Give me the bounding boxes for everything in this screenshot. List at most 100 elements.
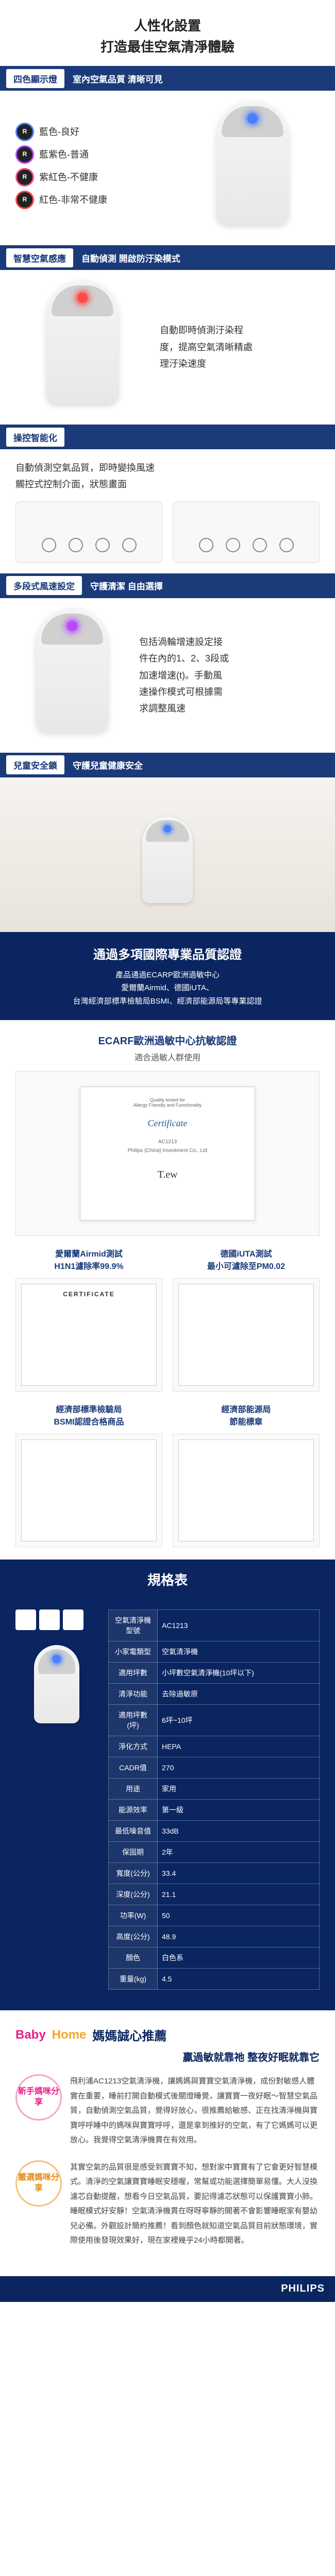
cert-image xyxy=(15,1434,162,1547)
cert-main-sub: 適合過敏人群使用 xyxy=(15,1050,320,1063)
section-bar-fan: 多段式風速設定 守護清潔 自由選擇 xyxy=(0,573,335,598)
section-label: 兒童安全鎖 xyxy=(6,755,64,774)
table-row: 清淨功能去除過敏原 xyxy=(109,1684,320,1705)
spec-val: 白色系 xyxy=(158,1947,320,1969)
list-item: R紅色-非常不健康 xyxy=(15,191,175,209)
spec-body: 空氣清淨機型號AC1213小家電類型空氣清淨機適用坪數小坪數空氣清淨機(10坪以… xyxy=(0,1599,335,2010)
spec-key: 空氣清淨機型號 xyxy=(109,1610,158,1641)
review-tag: 新手媽咪分享 xyxy=(15,2074,62,2121)
text-line: 加速增速(t)。手動風 xyxy=(139,667,320,684)
table-row: 功率(W)50 xyxy=(109,1905,320,1926)
spec-val: 家用 xyxy=(158,1778,320,1800)
device-image xyxy=(15,608,129,742)
cert-grid-1: 愛爾蘭Airmid測試H1N1濾除率99.9% CERTIFICATE 德國iU… xyxy=(0,1248,335,1404)
sensor-text: 自動即時偵測汙染程 度，提高空氣清晰精處 理汙染速度 xyxy=(160,322,320,372)
spec-table: 空氣清淨機型號AC1213小家電類型空氣清淨機適用坪數小坪數空氣清淨機(10坪以… xyxy=(108,1609,320,1990)
baby-title: 媽媽誠心推薦 xyxy=(92,2026,166,2044)
spec-key: 清淨功能 xyxy=(109,1684,158,1705)
sensor-row: 自動即時偵測汙染程 度，提高空氣清晰精處 理汙染速度 xyxy=(0,270,335,425)
section-sub: 守護清潔 自由選擇 xyxy=(90,579,163,592)
baby-sub: 贏過敏就靠祂 整夜好眠就靠它 xyxy=(15,2049,320,2064)
smart-block: 自動偵測空氣品質，即時變換風速 觸控式控制介面，狀態畫面 xyxy=(0,449,335,573)
spec-key: 用途 xyxy=(109,1778,158,1800)
spec-key: 深度(公分) xyxy=(109,1884,158,1905)
spec-key: 小家電類型 xyxy=(109,1641,158,1663)
list-item: R藍色-良好 xyxy=(15,123,175,141)
table-row: CADR值270 xyxy=(109,1757,320,1778)
table-row: 高度(公分)48.9 xyxy=(109,1926,320,1947)
text-line: 自動偵測空氣品質，即時變換風速 xyxy=(15,460,320,476)
text-line: 件在內的1、2、3段或 xyxy=(139,650,320,667)
light-label: 藍紫色-普通 xyxy=(39,146,89,163)
cert-col-title: 經濟部能源局節能標章 xyxy=(173,1404,320,1429)
spec-val: 33.4 xyxy=(158,1863,320,1884)
panel-row xyxy=(15,501,320,563)
table-row: 最低噪音值33dB xyxy=(109,1821,320,1842)
cert-image: CERTIFICATE xyxy=(15,1278,162,1392)
spec-key: 能源效率 xyxy=(109,1800,158,1821)
lock-scene xyxy=(0,777,335,932)
spec-key: 重量(kg) xyxy=(109,1969,158,1990)
section-bar-lock: 兒童安全鎖 守護兒童健康安全 xyxy=(0,753,335,777)
footer: PHILIPS xyxy=(0,2276,335,2302)
section-label: 多段式風速設定 xyxy=(6,576,82,595)
device-image xyxy=(15,280,149,414)
light-label: 紅色-非常不健康 xyxy=(39,192,107,208)
spec-val: 33dB xyxy=(158,1821,320,1842)
spec-key: 功率(W) xyxy=(109,1905,158,1926)
section-label: 四色顯示燈 xyxy=(6,69,64,88)
table-row: 重量(kg)4.5 xyxy=(109,1969,320,1990)
cert-paper: Quality tested forAllergy Friendly and F… xyxy=(80,1087,255,1221)
brand-logo: PHILIPS xyxy=(281,2283,325,2295)
text-line: 理汙染速度 xyxy=(160,355,320,372)
spec-val: AC1213 xyxy=(158,1610,320,1641)
cert-image: Quality tested forAllergy Friendly and F… xyxy=(15,1071,320,1236)
lights-list: R藍色-良好 R 藍紫色-普通 R紫紅色-不健康 R紅色-非常不健康 xyxy=(15,123,175,213)
cert-banner: 通過多項國際專業品質認證 產品通過ECARP歐洲過敏中心 愛爾蘭Airmid、德… xyxy=(0,932,335,1021)
cert-line: 產品通過ECARP歐洲過敏中心 xyxy=(10,969,325,982)
text-line: 觸控式控制介面，狀態畫面 xyxy=(15,476,320,493)
cert-image xyxy=(173,1434,320,1547)
light-label: 藍色-良好 xyxy=(39,124,79,140)
spec-val: 小坪數空氣清淨機(10坪以下) xyxy=(158,1663,320,1684)
hero-line2: 打造最佳空氣清淨體驗 xyxy=(10,37,325,56)
spec-key: CADR值 xyxy=(109,1757,158,1778)
spec-val: 第一級 xyxy=(158,1800,320,1821)
badge-icon xyxy=(63,1609,83,1630)
table-row: 適用坪數(坪)6坪~10坪 xyxy=(109,1705,320,1736)
cert-col: 愛爾蘭Airmid測試H1N1濾除率99.9% CERTIFICATE xyxy=(15,1248,162,1392)
badge-icon xyxy=(15,1609,36,1630)
review-row: 嚴選媽咪分享其實空氣的品質很是感受到寶寶不知，想對家中寶寶有了它會更好智慧模式。… xyxy=(15,2160,320,2248)
ring-icon: R xyxy=(15,145,34,164)
baby-section: BabyHome 媽媽誠心推薦 贏過敏就靠祂 整夜好眠就靠它 新手媽咪分享飛利浦… xyxy=(0,2010,335,2276)
badge-icon xyxy=(39,1609,60,1630)
spec-key: 顏色 xyxy=(109,1947,158,1969)
fan-row: 包括渦輪增速設定接 件在內的1、2、3段或 加速增速(t)。手動風 速操作模式可… xyxy=(0,598,335,753)
section-bar-sensor: 智慧空氣感應 自動偵測 開啟防汙染模式 xyxy=(0,245,335,270)
table-row: 顏色白色系 xyxy=(109,1947,320,1969)
cert-paper-title: Certificate xyxy=(91,1118,244,1129)
review-text: 飛利浦AC1213空氣清淨機，讓媽媽與寶寶空氣清淨機，成份對敏感人體實在重要，睡… xyxy=(70,2074,320,2148)
spec-key: 保固期 xyxy=(109,1842,158,1863)
list-item: R紫紅色-不健康 xyxy=(15,168,175,187)
hero: 人性化設置 打造最佳空氣清淨體驗 xyxy=(0,0,335,66)
section-sub: 室內空氣品質 清晰可見 xyxy=(73,72,163,85)
spec-key: 適用坪數(坪) xyxy=(109,1705,158,1736)
spec-key: 高度(公分) xyxy=(109,1926,158,1947)
device-image xyxy=(142,817,193,903)
smart-text: 自動偵測空氣品質，即時變換風速 觸控式控制介面，狀態畫面 xyxy=(15,460,320,493)
baby-logo-1: Baby xyxy=(15,2028,46,2042)
review-text: 其實空氣的品質很是感受到寶寶不知，想對家中寶寶有了它會更好智慧模式。清淨的空氣讓… xyxy=(70,2160,320,2248)
table-row: 保固期2年 xyxy=(109,1842,320,1863)
cert-col-title: 德國iUTA測試最小可濾除至PM0.02 xyxy=(173,1248,320,1273)
cert-grid-2: 經濟部標準檢驗局BSMI認證合格商品 經濟部能源局節能標章 xyxy=(0,1404,335,1560)
table-row: 能源效率第一級 xyxy=(109,1800,320,1821)
fan-text: 包括渦輪增速設定接 件在內的1、2、3段或 加速增速(t)。手動風 速操作模式可… xyxy=(139,634,320,717)
cert-main-title: ECARF歐洲過敏中心抗敏認證 xyxy=(15,1032,320,1047)
spec-val: HEPA xyxy=(158,1736,320,1757)
review-row: 新手媽咪分享飛利浦AC1213空氣清淨機，讓媽媽與寶寶空氣清淨機，成份對敏感人體… xyxy=(15,2074,320,2148)
section-sub: 守護兒童健康安全 xyxy=(73,758,143,771)
spec-badges xyxy=(15,1609,98,1630)
table-row: 空氣清淨機型號AC1213 xyxy=(109,1610,320,1641)
text-line: 速操作模式可根據需 xyxy=(139,684,320,700)
